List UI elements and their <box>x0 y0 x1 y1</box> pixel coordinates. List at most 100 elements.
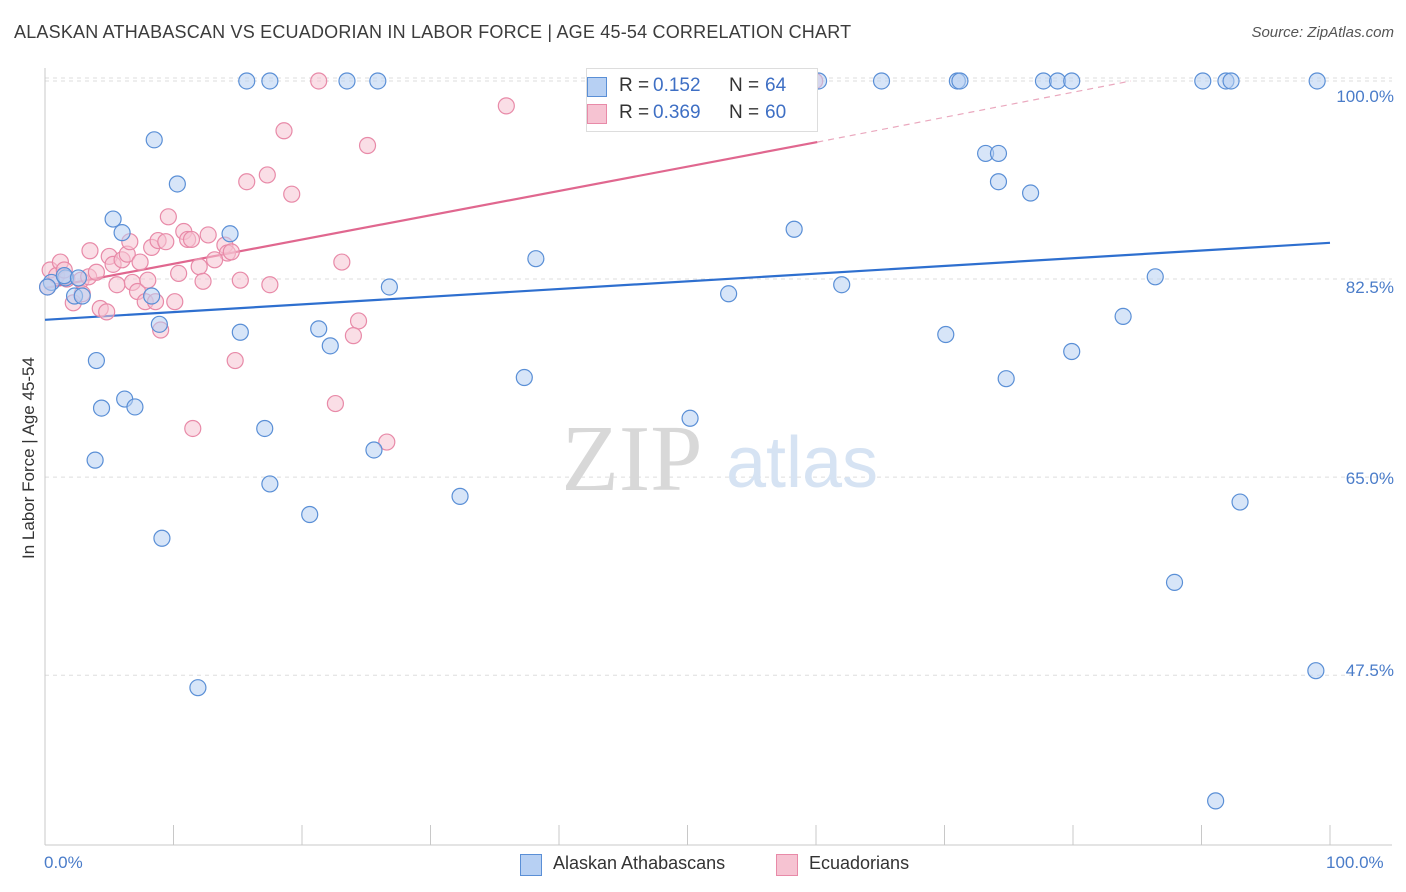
point-ecuadorian <box>344 327 362 345</box>
point-athabascan <box>1207 792 1225 810</box>
point-athabascan <box>256 419 274 438</box>
point-athabascan <box>87 351 106 370</box>
point-athabascan <box>1021 184 1040 202</box>
point-ecuadorian <box>87 263 106 281</box>
point-athabascan <box>86 451 104 469</box>
point-athabascan <box>833 276 851 294</box>
point-ecuadorian <box>326 394 345 413</box>
point-athabascan <box>238 72 256 90</box>
legend-n-key: N = <box>729 75 760 96</box>
point-athabascan <box>38 278 57 296</box>
point-ecuadorian <box>98 303 116 321</box>
point-athabascan <box>153 529 171 547</box>
point-ecuadorian <box>190 258 208 276</box>
legend-row-ecuadorian: R = 0.369 N = 60 <box>587 101 817 127</box>
point-athabascan <box>1063 72 1081 90</box>
point-athabascan <box>527 250 545 268</box>
point-athabascan <box>1308 72 1326 90</box>
point-athabascan <box>221 225 239 243</box>
point-athabascan <box>1307 662 1325 680</box>
point-ecuadorian <box>258 166 276 184</box>
point-ecuadorian <box>131 253 149 271</box>
point-ecuadorian <box>310 72 328 90</box>
point-ecuadorian <box>139 271 157 289</box>
y-tick-label: 65.0% <box>1345 469 1394 488</box>
point-athabascan <box>69 269 88 287</box>
point-athabascan <box>989 173 1008 191</box>
point-athabascan <box>681 409 699 427</box>
y-tick-label: 47.5% <box>1345 661 1394 680</box>
point-athabascan <box>785 220 803 238</box>
point-ecuadorian <box>283 185 301 203</box>
point-ecuadorian <box>226 351 244 370</box>
point-athabascan <box>515 368 533 387</box>
legend-r-value: 0.152 <box>653 75 701 96</box>
point-ecuadorian <box>358 136 377 155</box>
y-axis-label: In Labor Force | Age 45-54 <box>19 357 38 559</box>
legend-r-key: R = <box>619 75 650 96</box>
legend-swatch-blue <box>587 77 607 97</box>
point-ecuadorian <box>349 312 368 330</box>
point-athabascan <box>1114 307 1132 326</box>
point-athabascan <box>126 398 144 416</box>
legend-n-key: N = <box>729 102 760 123</box>
point-athabascan <box>338 72 356 90</box>
legend-label: Alaskan Athabascans <box>553 853 726 873</box>
trendline-ecuadorians <box>44 141 818 290</box>
point-ecuadorian <box>497 97 515 115</box>
point-athabascan <box>113 224 131 242</box>
point-athabascan <box>1146 268 1164 286</box>
point-ecuadorian <box>157 233 175 251</box>
legend-label: Ecuadorians <box>809 853 910 873</box>
point-ecuadorian <box>199 226 217 244</box>
point-ecuadorian <box>184 419 202 438</box>
point-athabascan <box>1165 573 1184 592</box>
legend-n-value: 60 <box>765 102 787 123</box>
point-ecuadorian <box>159 208 177 226</box>
point-athabascan <box>321 337 339 355</box>
point-athabascan <box>168 175 186 193</box>
correlation-legend: R = 0.152 N = 64 R = 0.369 N = 60 <box>586 68 818 132</box>
legend-r-value: 0.369 <box>653 102 701 123</box>
point-athabascan <box>1231 493 1249 511</box>
point-athabascan <box>365 441 383 459</box>
point-athabascan <box>145 131 163 149</box>
point-athabascan <box>720 285 738 303</box>
point-athabascan <box>55 267 73 285</box>
point-athabascan <box>1194 72 1212 90</box>
y-tick-label: 82.5% <box>1345 278 1394 297</box>
point-ecuadorian <box>166 293 184 311</box>
point-athabascan <box>369 72 387 90</box>
point-ecuadorian <box>238 173 256 191</box>
point-athabascan <box>310 320 328 338</box>
legend-swatch-pink <box>776 854 798 876</box>
point-athabascan <box>997 370 1015 388</box>
point-ecuadorian <box>261 276 279 294</box>
point-ecuadorian <box>81 242 99 260</box>
point-athabascan <box>301 505 319 524</box>
y-tick-label: 100.0% <box>1336 87 1394 106</box>
point-athabascan <box>143 287 161 305</box>
point-athabascan <box>104 210 122 228</box>
point-athabascan <box>872 72 891 90</box>
point-athabascan <box>231 323 249 341</box>
point-athabascan <box>1063 342 1081 361</box>
point-athabascan <box>261 475 279 493</box>
point-ecuadorian <box>194 272 212 290</box>
point-athabascan <box>73 287 91 305</box>
legend-row-athabascan: R = 0.152 N = 64 <box>587 74 817 100</box>
point-athabascan <box>451 487 469 505</box>
legend-r-key: R = <box>619 102 650 123</box>
source-credit: Source: ZipAtlas.com <box>1251 24 1394 41</box>
legend-n-value: 64 <box>765 75 787 96</box>
watermark-atlas: atlas <box>726 423 878 503</box>
point-athabascan <box>92 399 111 417</box>
chart-title: ALASKAN ATHABASCAN VS ECUADORIAN IN LABO… <box>14 22 852 42</box>
point-ecuadorian <box>182 230 201 249</box>
point-athabascan <box>951 72 969 90</box>
trendline-athabascans <box>44 241 1331 321</box>
point-ecuadorian <box>333 253 351 271</box>
point-athabascan <box>989 144 1008 163</box>
point-ecuadorian <box>275 122 293 140</box>
